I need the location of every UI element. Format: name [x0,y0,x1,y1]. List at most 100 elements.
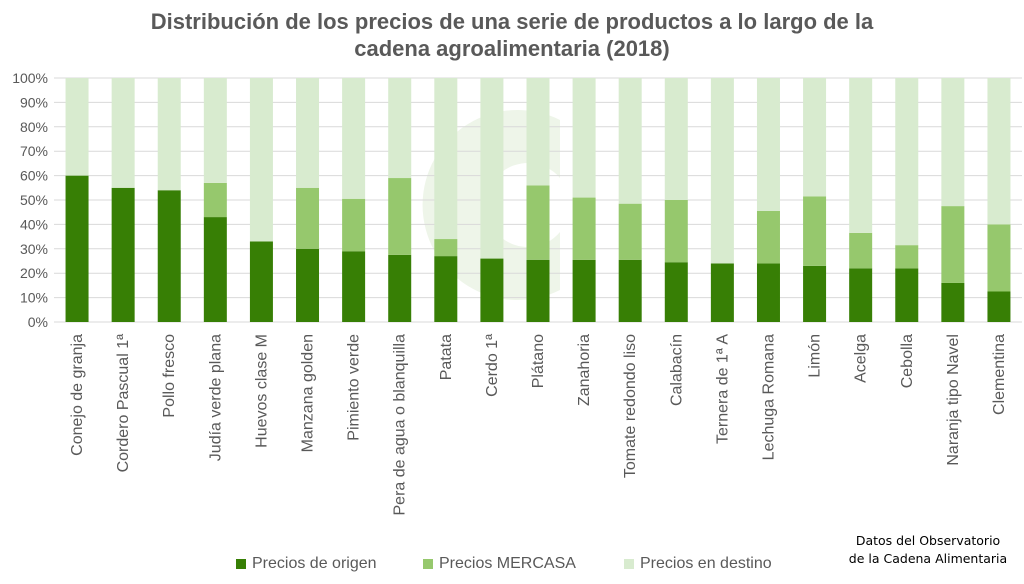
bar-destino-4 [249,78,273,242]
bar-mercasa-10 [526,185,550,260]
bar-origen-11 [572,259,596,322]
y-axis-ticks: 0% 10% 20% 30% 40% 50% 60% 70% 80% 90% 100% [12,70,48,330]
bar-origen-1 [111,187,135,322]
bar-mercasa-12 [618,203,642,260]
bar-destino-12 [618,78,642,204]
bar-destino-9 [480,78,504,259]
bar-origen-4 [249,241,273,322]
chart-title: Distribución de los precios de una serie… [0,8,1024,62]
x-tick-label: Pollo fresco [161,334,178,418]
bar-origen-2 [157,190,181,322]
x-tick-label: Tomate redondo liso [622,334,639,478]
bar-mercasa-6 [342,198,366,252]
legend-swatch [423,559,433,569]
bar-destino-7 [388,78,412,179]
x-tick-label: Lechuga Romana [760,334,777,460]
bar-origen-6 [342,251,366,322]
bar-origen-12 [618,259,642,322]
source-note-line-1: Datos del Observatorio [855,533,1001,548]
x-tick-label: Patata [438,334,455,380]
legend-label: Precios en destino [640,555,772,572]
y-tick-label: 100% [12,70,48,86]
x-tick-label: Huevos clase M [253,334,270,448]
y-tick-label: 20% [20,265,48,281]
legend-item-0: Precios de origen [236,553,377,575]
source-note: Datos del Observatorio de la Cadena Alim… [838,532,1018,568]
chart-title-line-1: Distribución de los precios de una serie… [150,9,874,34]
bar-destino-10 [526,78,550,186]
bar-origen-19 [941,282,965,322]
bar-mercasa-5 [296,187,320,249]
bar-origen-9 [480,258,504,322]
bar-origen-17 [849,268,873,322]
chart-title-line-2: cadena agroalimentaria (2018) [354,36,670,61]
bar-origen-20 [987,291,1011,322]
bar-origen-5 [296,248,320,322]
bar-destino-14 [710,78,734,264]
x-tick-label: Zanahoria [576,334,593,406]
bar-origen-3 [203,217,227,322]
bar-destino-6 [342,78,366,199]
x-tick-label: Cordero Pascual 1ª [115,334,132,473]
bar-destino-16 [803,78,827,197]
x-tick-label: Pera de agua o blanquilla [392,334,409,516]
bar-origen-7 [388,254,412,322]
bar-mercasa-16 [803,196,827,266]
bar-mercasa-15 [756,210,780,264]
bar-destino-19 [941,78,965,207]
legend-item-1: Precios MERCASA [423,553,576,575]
x-tick-label: Conejo de granja [69,334,86,456]
legend: Precios de origen Precios MERCASA Precios … [0,553,1024,575]
bar-destino-18 [895,78,919,246]
legend-label: Precios MERCASA [439,555,576,572]
x-tick-label: Ternera de 1ª A [714,334,731,444]
y-tick-label: 70% [20,143,48,159]
bar-destino-5 [296,78,320,188]
bars [65,78,1011,322]
bar-origen-15 [756,263,780,322]
bar-mercasa-13 [664,200,688,263]
x-tick-label: Pimiento verde [346,334,363,441]
bar-destino-20 [987,78,1011,225]
legend-swatch [624,559,634,569]
x-tick-label: Calabacín [668,334,685,406]
bar-destino-15 [756,78,780,211]
x-tick-label: Clementina [991,334,1008,415]
bar-mercasa-3 [203,182,227,218]
x-tick-label: Plátano [530,334,547,388]
x-tick-label: Cerdo 1ª [484,334,501,397]
y-tick-label: 30% [20,241,48,257]
bar-origen-8 [434,256,458,322]
y-tick-label: 40% [20,216,48,232]
bar-mercasa-17 [849,232,873,269]
bar-mercasa-20 [987,224,1011,292]
bar-mercasa-7 [388,178,412,255]
legend-swatch [236,559,246,569]
bar-mercasa-8 [434,239,458,257]
y-tick-label: 0% [28,314,48,330]
bar-origen-13 [664,262,688,322]
y-tick-label: 60% [20,168,48,184]
bar-destino-0 [65,78,89,176]
bar-mercasa-11 [572,197,596,260]
bar-destino-1 [111,78,135,188]
bar-destino-13 [664,78,688,200]
bar-origen-16 [803,265,827,322]
bar-destino-11 [572,78,596,198]
y-tick-label: 10% [20,290,48,306]
y-tick-label: 90% [20,94,48,110]
bar-mercasa-18 [895,245,919,269]
bar-origen-0 [65,175,89,322]
bar-destino-17 [849,78,873,233]
bar-origen-10 [526,259,550,322]
bar-destino-2 [157,78,181,191]
x-tick-label: Manzana golden [300,334,317,452]
x-tick-label: Acelga [853,334,870,383]
bar-destino-3 [203,78,227,183]
x-tick-label: Limón [807,334,824,378]
x-axis-ticks: Conejo de granja Cordero Pascual 1ª Pollo … [69,334,1008,516]
legend-item-2: Precios en destino [624,553,772,575]
bar-destino-8 [434,78,458,240]
x-tick-label: Judía verde plana [207,334,224,461]
